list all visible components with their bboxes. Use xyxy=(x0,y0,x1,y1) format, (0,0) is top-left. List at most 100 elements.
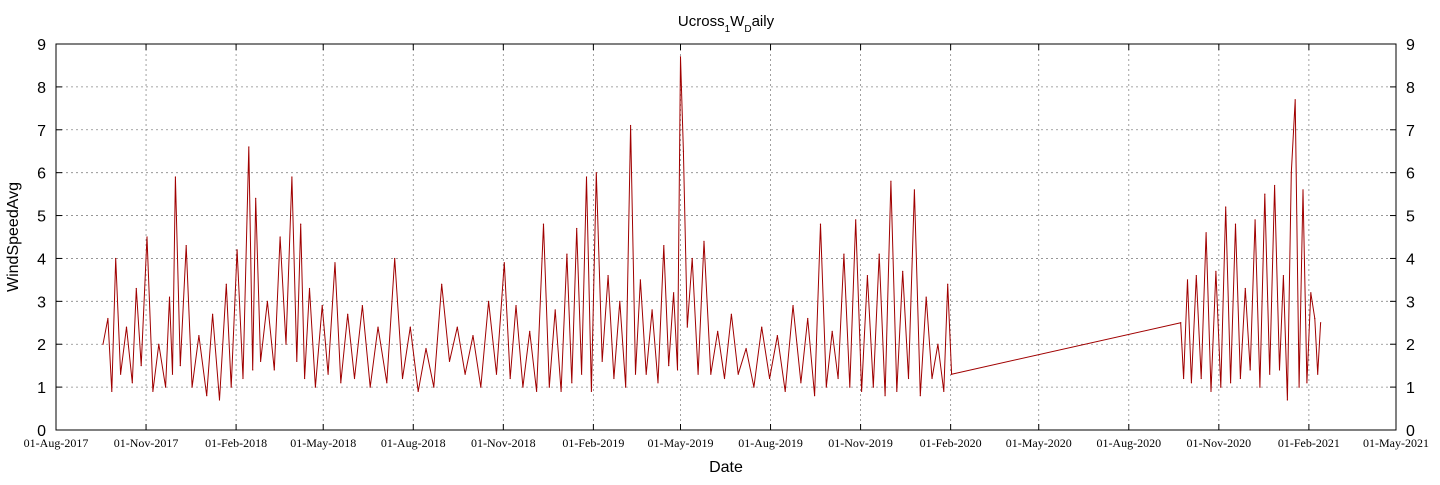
x-tick-label: 01-May-2018 xyxy=(290,436,356,450)
data-point xyxy=(102,343,104,345)
data-point xyxy=(321,305,323,307)
data-point xyxy=(291,176,293,178)
data-point xyxy=(792,305,794,307)
data-point xyxy=(125,326,128,328)
title-part-2: W xyxy=(730,13,745,30)
data-point xyxy=(1239,377,1241,380)
data-point xyxy=(737,373,739,375)
data-point xyxy=(560,390,562,392)
data-point xyxy=(703,240,705,242)
data-point xyxy=(819,223,822,225)
data-point xyxy=(308,287,311,290)
data-point xyxy=(369,386,371,388)
data-point xyxy=(723,377,726,380)
data-point xyxy=(140,365,142,367)
data-point xyxy=(761,326,763,328)
data-point xyxy=(768,377,771,380)
data-point xyxy=(855,219,857,221)
data-point xyxy=(1274,184,1276,187)
data-point xyxy=(1278,369,1281,371)
data-point xyxy=(866,275,869,277)
data-point xyxy=(896,390,898,392)
y-tick-label-right: 3 xyxy=(1406,294,1415,311)
data-point xyxy=(1317,373,1319,375)
x-tick-label: 01-Nov-2019 xyxy=(828,436,893,450)
data-point xyxy=(607,275,609,277)
data-point xyxy=(1180,322,1182,324)
y-tick-label-right: 5 xyxy=(1406,209,1415,226)
y-tick-label: 6 xyxy=(37,166,46,183)
data-point xyxy=(931,377,933,380)
title-part-3: aily xyxy=(752,13,775,30)
data-point xyxy=(951,373,953,375)
data-point xyxy=(1286,399,1288,401)
data-point xyxy=(717,330,719,332)
data-point xyxy=(1195,275,1197,277)
y-tick-label: 5 xyxy=(37,209,46,226)
data-point xyxy=(433,386,435,388)
data-point xyxy=(860,390,863,392)
data-point xyxy=(179,365,181,367)
data-point xyxy=(1259,386,1261,388)
data-point xyxy=(825,386,827,388)
data-point xyxy=(1302,189,1304,191)
data-point xyxy=(503,262,505,264)
y-tick-label-right: 7 xyxy=(1406,123,1415,140)
data-point xyxy=(1234,223,1237,225)
data-point xyxy=(595,172,597,174)
data-point xyxy=(515,305,517,307)
data-point xyxy=(340,382,342,384)
data-point xyxy=(831,330,833,332)
data-point xyxy=(480,386,482,388)
data-point xyxy=(314,386,316,388)
y-tick-label-right: 6 xyxy=(1406,166,1415,183)
data-point xyxy=(697,373,699,375)
x-tick-label: 01-May-2019 xyxy=(647,436,713,450)
data-point xyxy=(1310,292,1312,294)
data-point xyxy=(1182,377,1185,380)
x-tick-label: 01-Feb-2020 xyxy=(920,436,982,450)
data-point xyxy=(1269,373,1271,375)
data-point xyxy=(135,287,137,290)
data-point xyxy=(872,386,874,388)
x-tick-label: 01-Aug-2017 xyxy=(24,436,89,450)
data-point xyxy=(1229,382,1232,384)
data-point xyxy=(745,347,747,350)
data-points xyxy=(102,56,1322,401)
data-point xyxy=(191,386,193,388)
data-point xyxy=(174,176,177,178)
data-point xyxy=(639,279,641,281)
data-point xyxy=(542,223,545,225)
data-point xyxy=(571,382,573,384)
x-tick-label: 01-Feb-2018 xyxy=(205,436,267,450)
data-point xyxy=(884,395,886,397)
data-point xyxy=(248,146,250,148)
data-point xyxy=(255,197,257,199)
data-point xyxy=(198,335,200,337)
data-point xyxy=(300,223,302,225)
data-point xyxy=(296,360,298,362)
y-tick-label: 2 xyxy=(37,337,46,354)
x-tick-label: 01-Feb-2021 xyxy=(1278,436,1340,450)
data-point xyxy=(843,253,845,255)
data-point xyxy=(686,326,688,328)
data-point xyxy=(1186,279,1189,281)
data-point xyxy=(753,386,755,388)
data-point xyxy=(259,360,262,362)
data-point xyxy=(784,390,786,392)
y-tick-label: 9 xyxy=(37,37,46,54)
x-tick-label: 01-Aug-2019 xyxy=(738,436,803,450)
data-point xyxy=(225,283,227,285)
y-tick-label: 1 xyxy=(37,380,46,397)
data-point xyxy=(902,270,904,272)
data-point xyxy=(634,373,637,375)
data-point xyxy=(535,390,538,392)
data-point xyxy=(581,373,583,375)
data-point xyxy=(171,373,174,375)
data-point xyxy=(361,305,363,307)
data-point xyxy=(619,300,621,302)
x-tick-label: 01-Nov-2020 xyxy=(1186,436,1251,450)
data-point xyxy=(937,343,939,345)
